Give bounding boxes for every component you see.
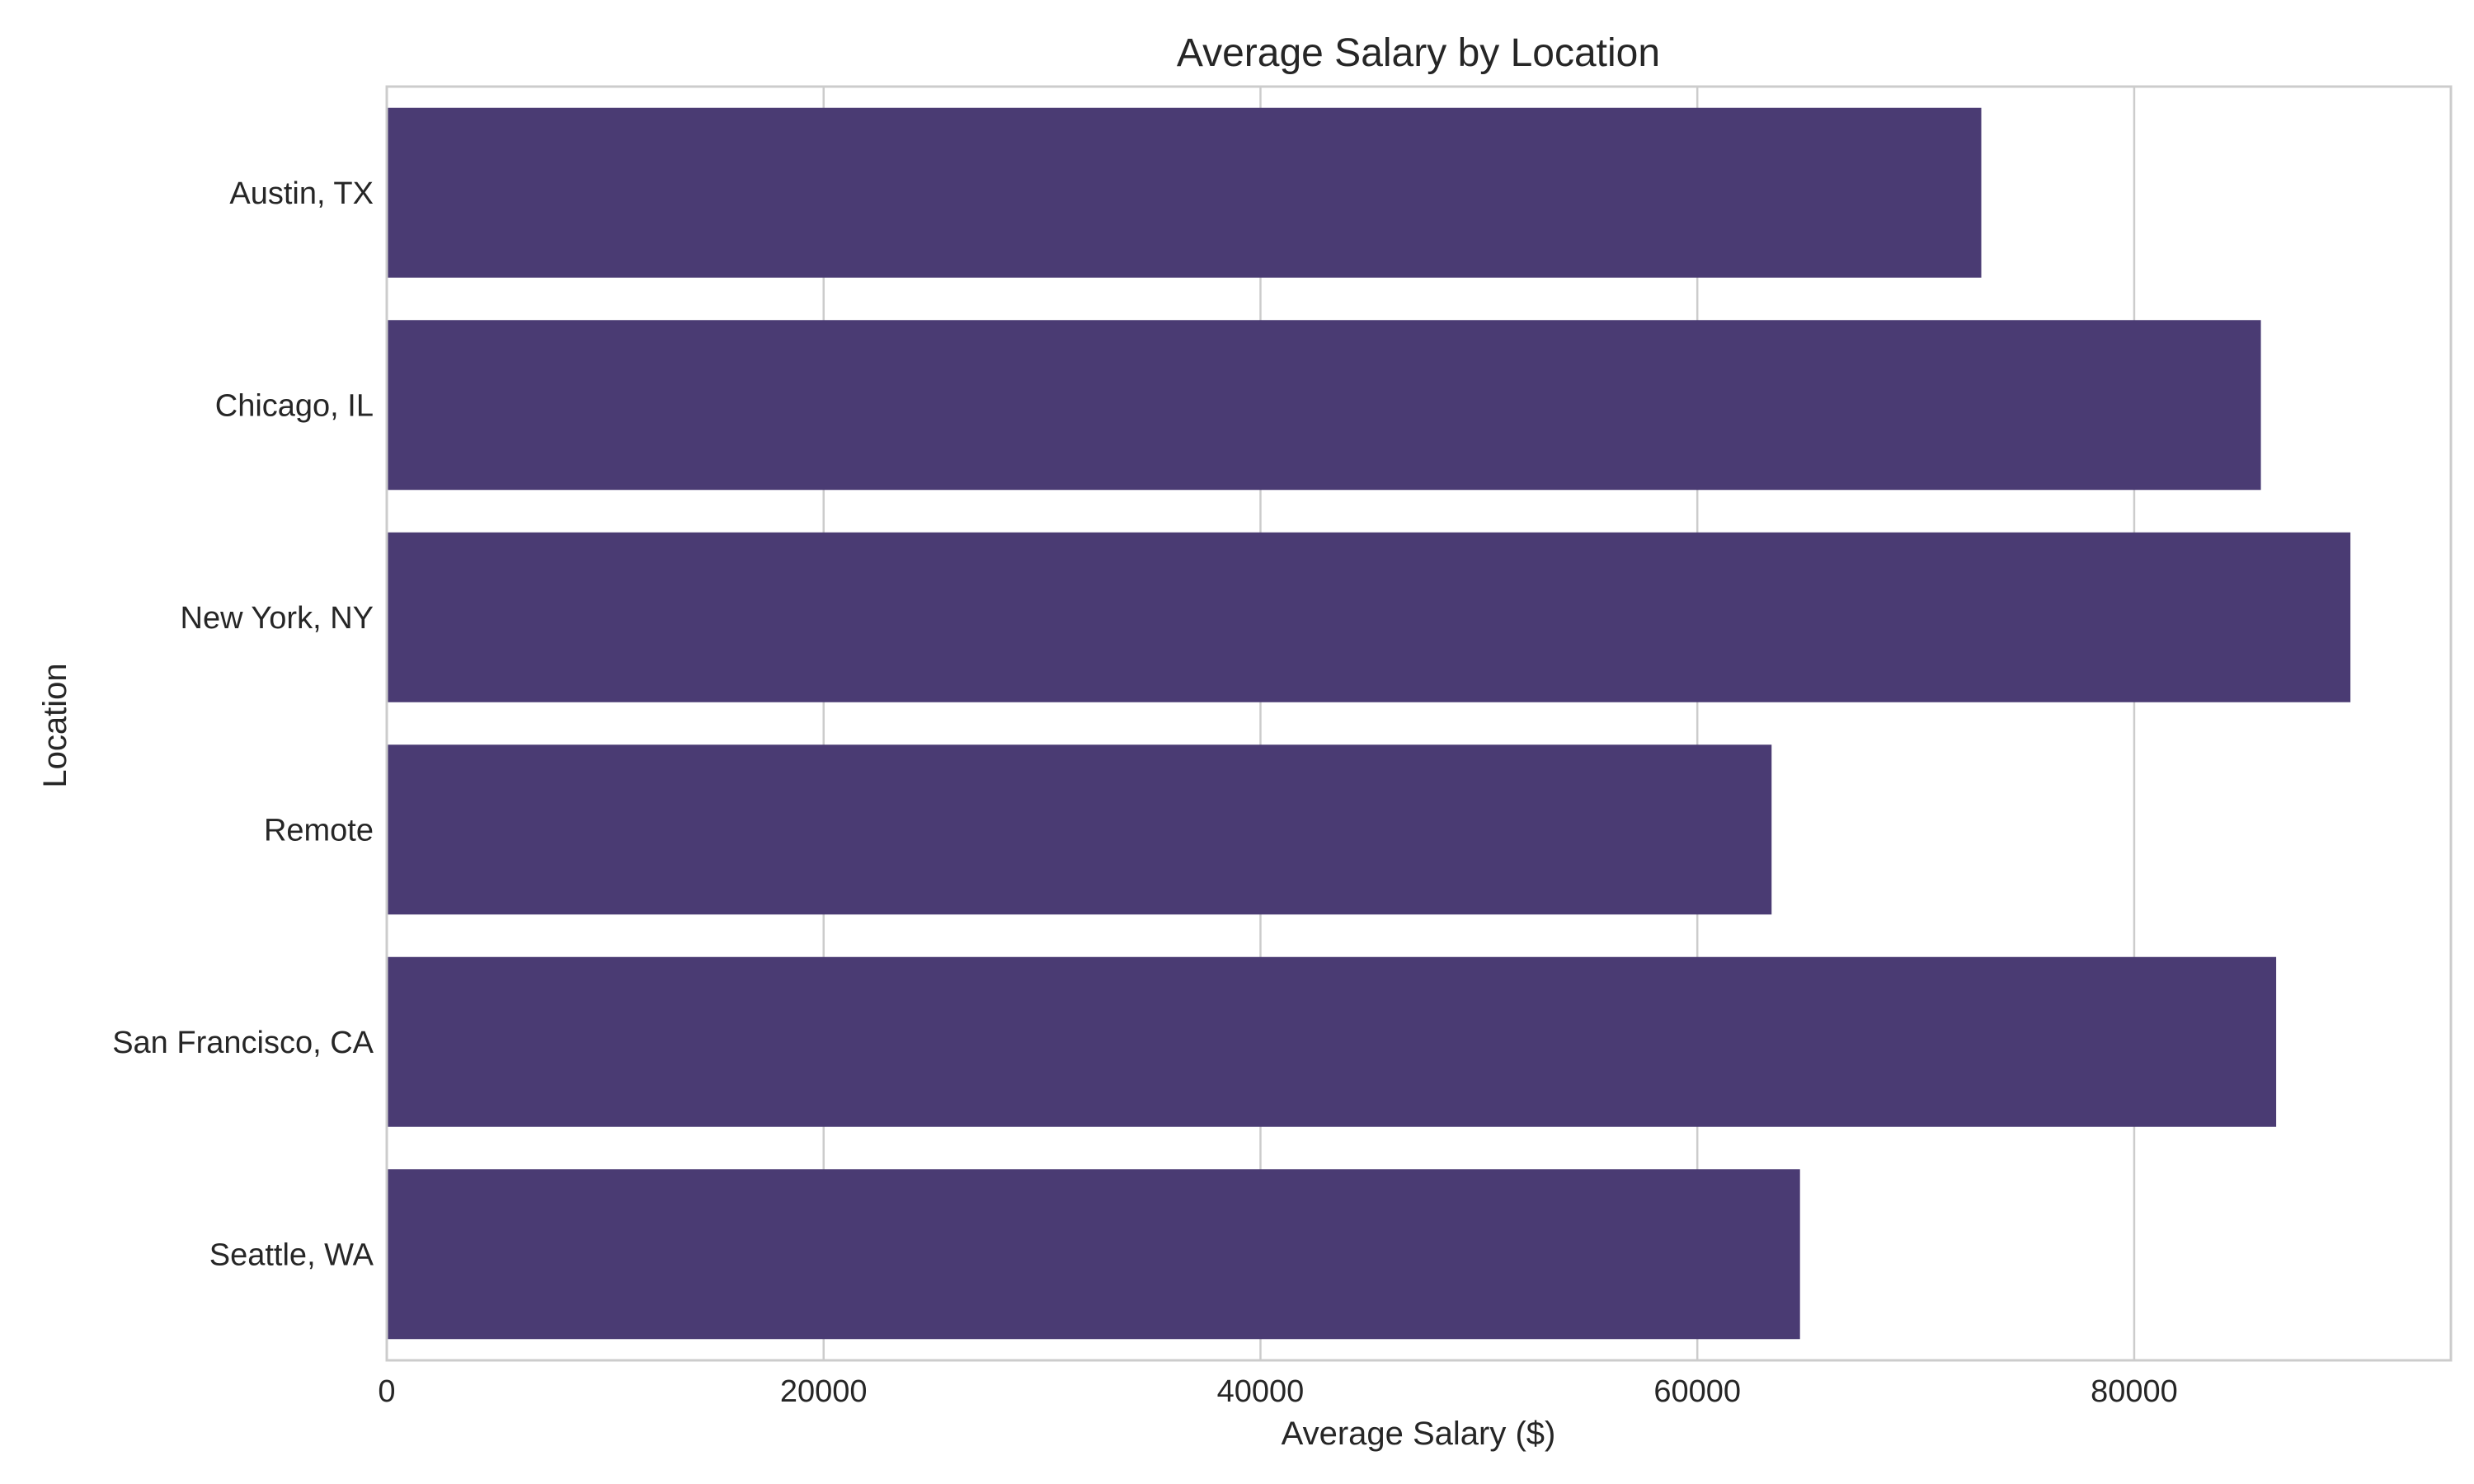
y-tick-label: Chicago, IL: [215, 388, 374, 423]
y-tick-labels: Austin, TX Chicago, IL New York, NY Remote S…: [112, 176, 374, 1273]
x-tick-label: 20000: [780, 1374, 868, 1409]
x-axis-label: Average Salary ($): [1282, 1416, 1556, 1452]
y-tick-label: Austin, TX: [229, 176, 374, 211]
bar: [387, 107, 1982, 278]
bars: [387, 107, 2351, 1340]
y-tick-label: Seattle, WA: [209, 1237, 374, 1272]
chart-title: Average Salary by Location: [1177, 31, 1660, 75]
y-tick-label: San Francisco, CA: [112, 1026, 374, 1060]
x-tick-label: 0: [378, 1374, 395, 1409]
y-axis-label: Location: [37, 663, 73, 787]
bar: [387, 532, 2351, 702]
x-tick-label: 80000: [2091, 1374, 2178, 1409]
bar: [387, 744, 1772, 915]
bar: [387, 1169, 1800, 1340]
x-tick-label: 40000: [1217, 1374, 1305, 1409]
x-tick-labels: 0 20000 40000 60000 80000: [378, 1374, 2177, 1409]
plot-frame: [385, 85, 2453, 1362]
x-tick-label: 60000: [1653, 1374, 1741, 1409]
bar: [387, 956, 2277, 1127]
y-tick-label: New York, NY: [181, 601, 374, 636]
bar: [387, 320, 2261, 491]
y-tick-label: Remote: [264, 813, 374, 848]
